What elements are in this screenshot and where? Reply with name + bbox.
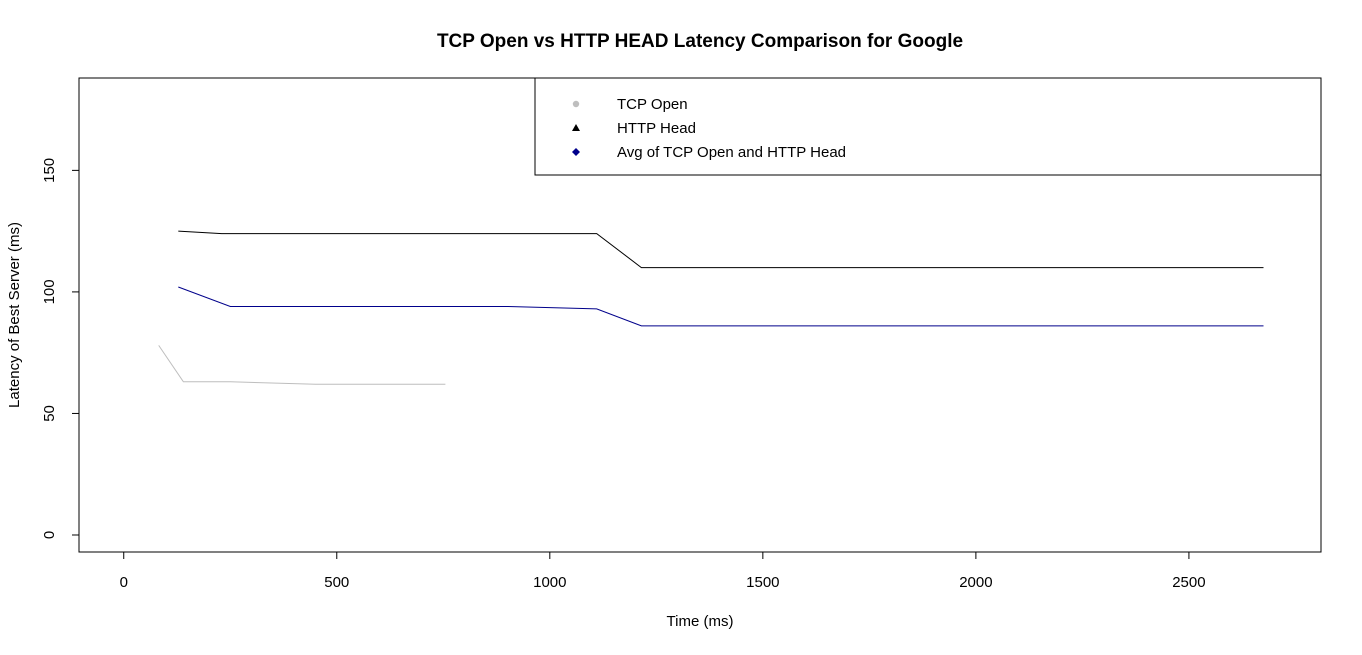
- chart-title: TCP Open vs HTTP HEAD Latency Comparison…: [437, 31, 963, 52]
- legend-label: TCP Open: [617, 96, 688, 113]
- x-tick-label: 1000: [533, 574, 566, 591]
- x-tick-label: 2000: [959, 574, 992, 591]
- x-axis-title: Time (ms): [667, 613, 734, 630]
- legend-marker-circle: [572, 100, 580, 108]
- series-layer: [158, 230, 1264, 385]
- legend-marker-diamond: [572, 148, 580, 156]
- y-tick-label: 150: [41, 158, 58, 183]
- series-line-2: [178, 230, 1264, 269]
- y-axis-title: Latency of Best Server (ms): [6, 222, 23, 408]
- legend: TCP Open HTTP Head Avg of TCP Open and HTT…: [534, 77, 1322, 176]
- series-line-3: [178, 286, 1264, 327]
- y-tick-label: 50: [41, 405, 58, 422]
- legend-box: [534, 77, 1322, 176]
- x-axis: 0 500 1000 1500 2000 2500: [120, 551, 1206, 591]
- y-tick-label: 100: [41, 279, 58, 304]
- series-line-1: [158, 345, 446, 385]
- x-tick-label: 2500: [1172, 574, 1205, 591]
- y-tick-label: 0: [41, 531, 58, 539]
- x-tick-label: 1500: [746, 574, 779, 591]
- legend-label: HTTP Head: [617, 120, 696, 137]
- x-tick-label: 500: [324, 574, 349, 591]
- legend-label: Avg of TCP Open and HTTP Head: [617, 144, 846, 161]
- legend-marker-triangle: [572, 124, 580, 131]
- x-tick-label: 0: [120, 574, 128, 591]
- y-axis: 0 50 100 150: [41, 158, 80, 539]
